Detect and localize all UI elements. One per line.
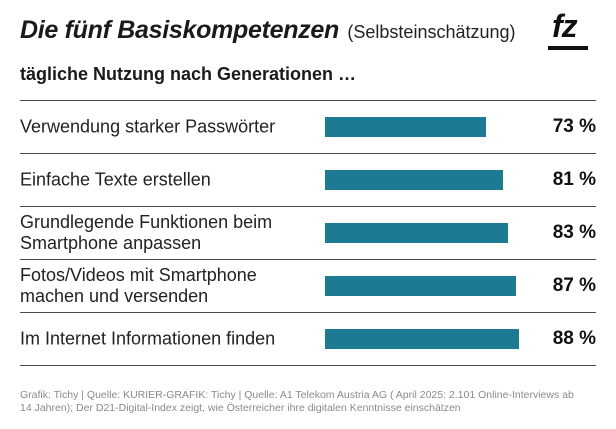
chart-title-note: (Selbsteinschätzung)	[347, 22, 516, 42]
chart-row: Im Internet Informationen finden 88 %	[20, 312, 596, 366]
bar-track	[325, 170, 545, 190]
fz-logo: fz	[548, 8, 594, 52]
chart-row: Einfache Texte erstellen 81 %	[20, 153, 596, 206]
value-label: 88 %	[552, 328, 596, 349]
category-label: Grundlegende Funktionen beim Smartphone …	[20, 212, 273, 253]
category-label: Im Internet Informationen finden	[20, 328, 276, 349]
source-footnote: Grafik: Tichy | Quelle: KURIER-GRAFIK: T…	[20, 389, 574, 414]
category-label: Fotos/Videos mit Smartphone machen und v…	[20, 265, 257, 306]
bar-track	[325, 276, 545, 296]
bar	[325, 223, 508, 243]
chart-row: Verwendung starker Passwörter 73 %	[20, 100, 596, 153]
value-label: 87 %	[552, 275, 596, 296]
bar	[325, 170, 504, 190]
bar	[325, 329, 519, 349]
logo-text: fz	[552, 8, 578, 44]
value-label: 81 %	[552, 169, 596, 190]
value-label: 73 %	[552, 116, 596, 137]
category-label: Verwendung starker Passwörter	[20, 116, 276, 137]
bar	[325, 276, 517, 296]
chart-row: Fotos/Videos mit Smartphone machen und v…	[20, 259, 596, 312]
chart-title-line: Die fünf Basiskompetenzen (Selbsteinschä…	[20, 16, 516, 45]
chart-subtitle: tägliche Nutzung nach Generationen …	[20, 64, 357, 84]
bar-track	[325, 223, 545, 243]
chart-row: Grundlegende Funktionen beim Smartphone …	[20, 206, 596, 259]
logo-underline	[548, 46, 588, 50]
value-label: 83 %	[552, 222, 596, 243]
chart-title: Die fünf Basiskompetenzen	[20, 16, 339, 44]
bar-track	[325, 117, 545, 137]
bar-track	[325, 329, 545, 349]
bar	[325, 117, 486, 137]
bar-chart: Verwendung starker Passwörter 73 % Einfach…	[20, 100, 596, 366]
category-label: Einfache Texte erstellen	[20, 169, 211, 190]
